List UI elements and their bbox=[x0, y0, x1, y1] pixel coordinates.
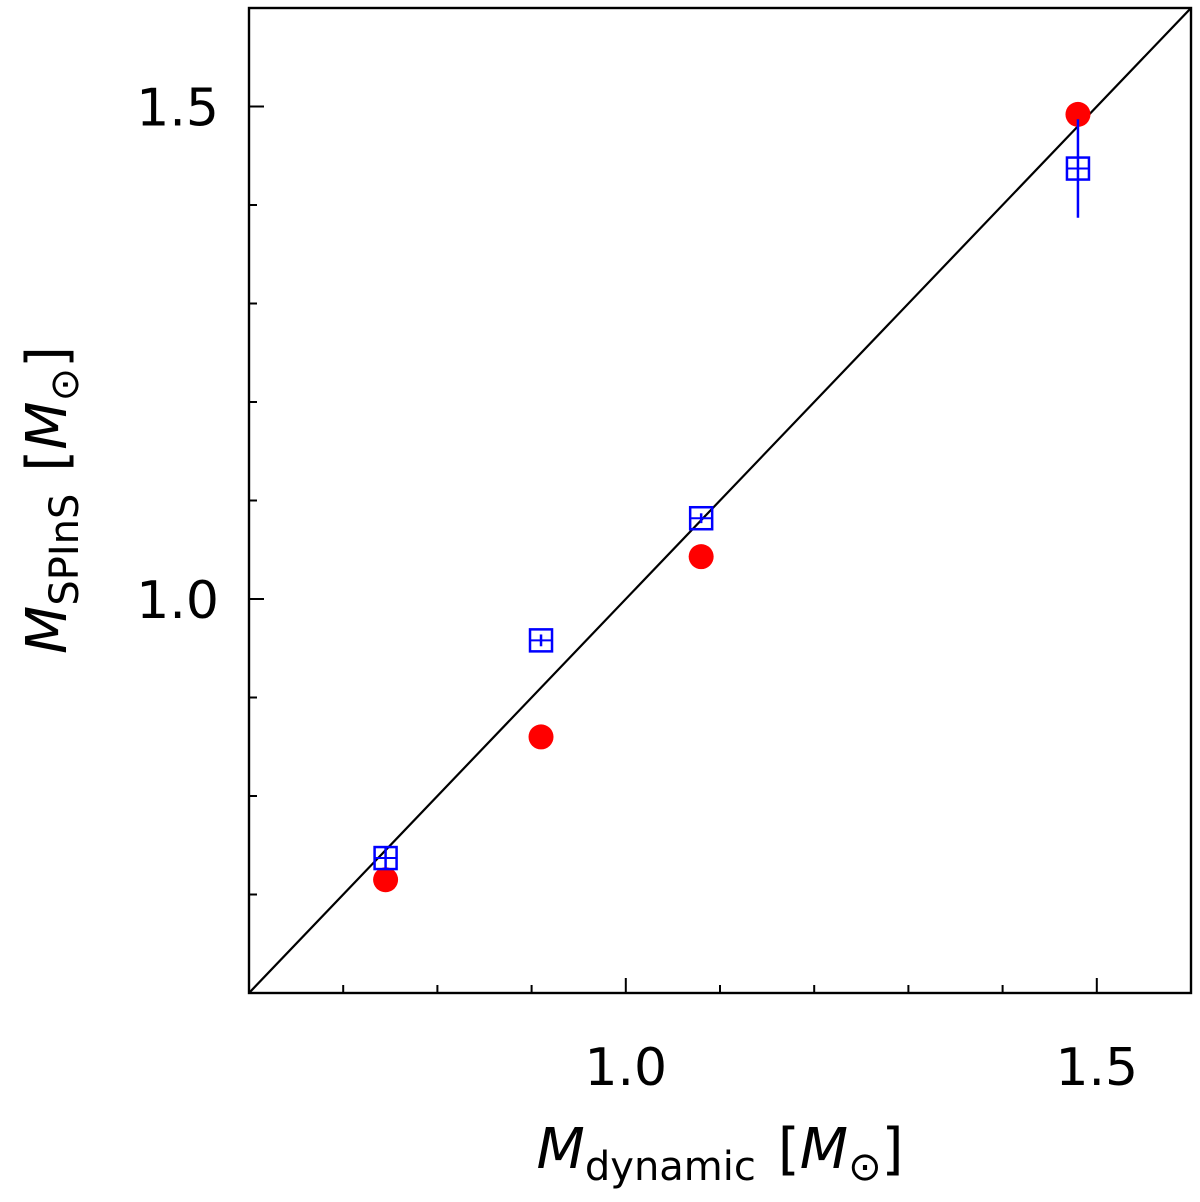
blue-square-marker bbox=[528, 628, 554, 653]
y-axis-label-unit-close: ] bbox=[15, 346, 80, 368]
axes: 1.0 1.5 1.0 1.5 bbox=[136, 6, 1193, 1098]
y-axis-label-subscript: SPInS bbox=[42, 494, 88, 606]
x-axis-label-unit-symbol: M bbox=[800, 1117, 848, 1182]
blue-square-marker bbox=[688, 505, 714, 531]
y-tick-label: 1.5 bbox=[136, 79, 219, 139]
plot-area bbox=[249, 8, 1191, 993]
one-to-one-line bbox=[249, 8, 1191, 993]
y-axis-label-symbol: M bbox=[15, 606, 80, 654]
x-axis-label-unit-subscript: ⊙ bbox=[848, 1144, 882, 1190]
x-axis-label-symbol: M bbox=[537, 1117, 585, 1182]
y-axis-label-unit-open: [ bbox=[15, 450, 80, 472]
x-axis-label-subscript: dynamic bbox=[585, 1144, 756, 1190]
x-tick-label: 1.0 bbox=[584, 1038, 667, 1098]
x-axis-label: Mdynamic [M⊙] bbox=[537, 1117, 904, 1190]
blue-square-marker bbox=[1065, 156, 1091, 181]
y-tick-label: 1.0 bbox=[136, 571, 219, 631]
x-axis-label-unit-close: ] bbox=[882, 1117, 904, 1182]
x-axis-label-unit-open: [ bbox=[778, 1117, 800, 1182]
red-circle-marker bbox=[528, 724, 554, 750]
y-axis-label: MSPInS[M⊙] bbox=[15, 346, 88, 654]
red-circle-marker bbox=[1065, 101, 1091, 127]
red-circle-marker bbox=[373, 867, 399, 893]
red-circle-marker bbox=[688, 544, 714, 570]
y-axis-label-unit-subscript: ⊙ bbox=[42, 368, 88, 402]
x-tick-label: 1.5 bbox=[1055, 1038, 1138, 1098]
blue-square-marker bbox=[373, 845, 398, 871]
y-axis-label-unit-symbol: M bbox=[15, 401, 80, 449]
